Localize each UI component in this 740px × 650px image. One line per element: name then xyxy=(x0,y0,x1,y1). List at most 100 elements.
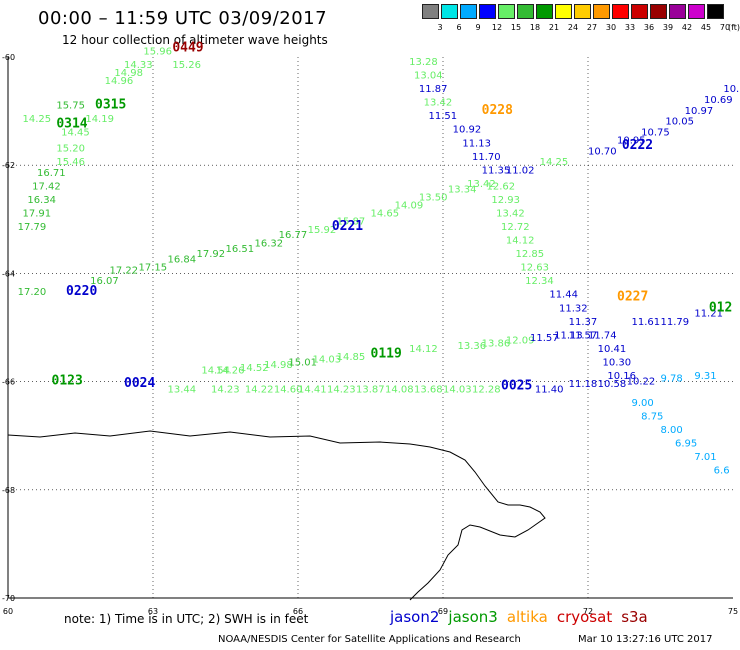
legend-swatch xyxy=(422,4,439,19)
legend-swatch xyxy=(688,4,705,19)
legend-swatch xyxy=(441,4,458,19)
wave-height-label: 9.31 xyxy=(694,371,716,382)
legend-label: 12 xyxy=(491,23,503,32)
pass-time-label: 0220 xyxy=(66,284,97,299)
legend-label: 39 xyxy=(662,23,674,32)
wave-height-label: 14.08 xyxy=(385,384,414,395)
wave-height-label: 17.20 xyxy=(18,287,47,298)
lat-tick-label: -68 xyxy=(2,486,15,495)
legend-swatch xyxy=(536,4,553,19)
wave-height-label: 17.22 xyxy=(110,265,139,276)
wave-height-label: 13.87 xyxy=(356,384,385,395)
wave-height-label: 14.09 xyxy=(395,200,424,211)
legend-label: 36 xyxy=(643,23,655,32)
wave-height-label: 12.62 xyxy=(487,182,516,193)
wave-height-label: 12.93 xyxy=(491,195,520,206)
wave-height-label: 16.77 xyxy=(279,230,308,241)
wave-height-label: 11.74 xyxy=(588,330,617,341)
legend-swatch xyxy=(593,4,610,19)
wave-height-label: 10.97 xyxy=(685,106,714,117)
wave-height-label: 13.42 xyxy=(424,98,453,109)
wave-height-label: 11.61 xyxy=(632,317,661,328)
legend-swatch xyxy=(631,4,648,19)
legend-label: 15 xyxy=(510,23,522,32)
wave-height-label: 14.33 xyxy=(124,60,153,71)
lon-tick-label: 72 xyxy=(583,607,593,616)
pass-time-label: 0314 xyxy=(56,116,87,131)
footer-note: note: 1) Time is in UTC; 2) SWH is in fe… xyxy=(64,612,309,626)
wave-height-label: 15.75 xyxy=(56,100,85,111)
legend-swatch xyxy=(650,4,667,19)
wave-height-label: 12.72 xyxy=(501,222,530,233)
wave-height-label: 15.92 xyxy=(308,225,337,236)
pass-time-label: 0123 xyxy=(52,373,83,388)
wave-height-label: 14.03 xyxy=(313,355,342,366)
legend-swatch xyxy=(479,4,496,19)
legend-label: 30 xyxy=(605,23,617,32)
pass-time-labels: 0449 0315 0314 0228 0222 0221 0220 0227 0119 0024… xyxy=(52,41,733,394)
wave-height-label: 14.03 xyxy=(443,384,472,395)
wave-height-label: 10.75 xyxy=(641,127,670,138)
wave-height-label: 8.00 xyxy=(661,425,683,436)
lon-tick-label: 60 xyxy=(3,607,13,616)
wave-height-label: 13.42 xyxy=(496,209,525,220)
wave-height-label: 13.50 xyxy=(419,192,448,203)
legend-swatch xyxy=(555,4,572,19)
wave-height-label: 16.07 xyxy=(90,276,119,287)
legend-label: 21 xyxy=(548,23,560,32)
pass-time-label: 0119 xyxy=(371,346,402,361)
wave-height-label: 15.87 xyxy=(337,217,366,228)
wave-height-label: 6.6 xyxy=(714,466,730,477)
wave-height-label: 8.75 xyxy=(641,411,663,422)
legend-swatch xyxy=(707,4,724,19)
lat-tick-label: -64 xyxy=(2,269,15,278)
lat-tick-label: -66 xyxy=(2,378,15,387)
wave-height-label: 11.57 xyxy=(530,333,559,344)
wave-height-label: 11.18 xyxy=(569,379,598,390)
legend-label: 24 xyxy=(567,23,579,32)
map-title: 00:00 – 11:59 UTC 03/09/2017 xyxy=(38,8,328,29)
wave-height-label: 16.84 xyxy=(168,255,197,266)
satellite-name-jason2: jason2 xyxy=(390,608,440,626)
wave-height-label: 13.42 xyxy=(467,179,496,190)
wave-height-label: 17.79 xyxy=(18,222,47,233)
wave-height-label: 15.46 xyxy=(56,157,85,168)
wave-height-label: 12.34 xyxy=(525,276,554,287)
wave-height-label: 14.41 xyxy=(298,384,327,395)
wave-height-label: 16.32 xyxy=(255,238,284,249)
wave-height-label: 17.42 xyxy=(32,182,61,193)
wave-height-label: 11.40 xyxy=(535,384,564,395)
legend-label: 6 xyxy=(456,23,462,32)
wave-height-label: 11.87 xyxy=(419,84,448,95)
map-grid: 60 63 66 69 72 75 -60 -62 -64 -66 -68 -70 xyxy=(2,53,738,616)
wave-height-label: 13.34 xyxy=(448,184,477,195)
wave-height-label: 14.12 xyxy=(506,236,535,247)
pass-time-label: 0228 xyxy=(482,103,513,118)
wave-height-label: 12.63 xyxy=(520,263,549,274)
satellite-name-altika: altika xyxy=(506,608,548,626)
wave-height-label: 14.23 xyxy=(211,384,240,395)
wave-height-label: 11.51 xyxy=(429,111,458,122)
wave-height-label: 13.44 xyxy=(168,384,197,395)
legend-swatch xyxy=(574,4,591,19)
lat-tick-label: -70 xyxy=(2,594,15,603)
wave-height-label: 10.92 xyxy=(453,125,482,136)
wave-height-label: 13.28 xyxy=(409,57,438,68)
wave-height-label: 10.95 xyxy=(617,136,646,147)
legend-label: 45 xyxy=(700,23,712,32)
wave-height-label: 17.92 xyxy=(197,249,226,260)
lat-tick-label: -62 xyxy=(2,161,15,170)
wave-height-label: 10.16 xyxy=(607,371,636,382)
wave-height-label: 14.65 xyxy=(371,209,400,220)
satellite-name-jason3: jason3 xyxy=(448,608,498,626)
wave-height-label: 17.91 xyxy=(23,209,52,220)
wave-height-label: 14.98 xyxy=(264,360,293,371)
wave-height-label: 14.60 xyxy=(274,384,303,395)
wave-height-label: 11.13 xyxy=(462,138,491,149)
wave-height-label: 12.28 xyxy=(472,384,501,395)
lon-tick-label: 66 xyxy=(293,607,303,616)
wave-height-label: 17.15 xyxy=(139,263,168,274)
wave-height-label: 14.25 xyxy=(540,157,569,168)
legend-label: 9 xyxy=(475,23,481,32)
pass-time-label: 0315 xyxy=(95,97,126,112)
